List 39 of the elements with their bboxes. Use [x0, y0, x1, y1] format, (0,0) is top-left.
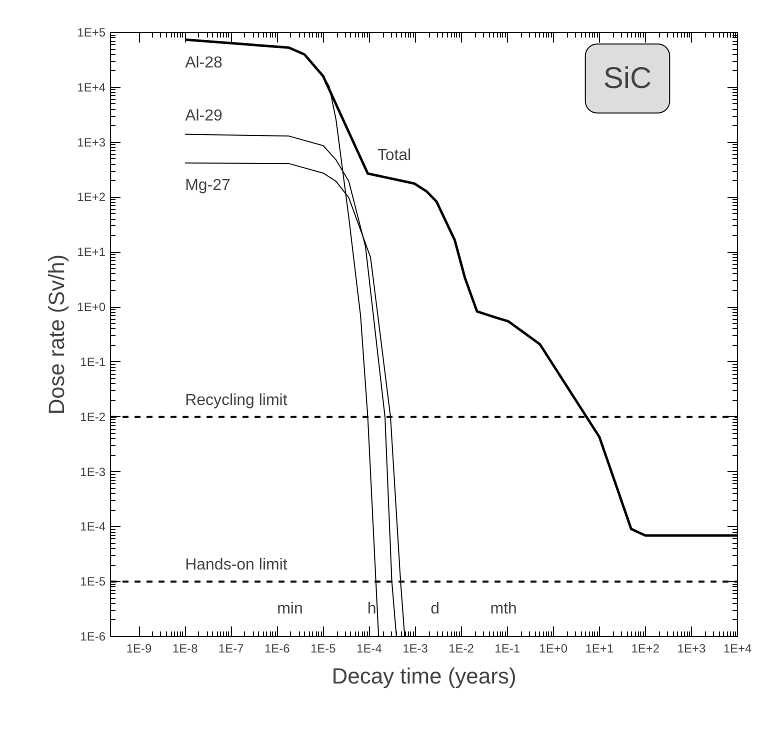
y-tick-label: 1E-1: [80, 354, 106, 369]
series-label: Mg-27: [185, 176, 231, 194]
y-tick-label: 1E-5: [80, 574, 106, 589]
x-tick-label: 1E+2: [631, 642, 660, 656]
x-tick-label: 1E+4: [723, 642, 752, 656]
y-tick-label: 1E-2: [80, 410, 106, 424]
annotation: SiC: [603, 62, 652, 95]
annotation: min: [277, 600, 303, 618]
legend-label: Al-28: [185, 54, 223, 72]
y-tick-label: 1E-4: [80, 520, 106, 534]
ref-line-label: Hands-on limit: [185, 556, 288, 574]
y-tick-label: 1E-6: [80, 630, 106, 644]
x-tick-label: 1E+0: [539, 642, 568, 656]
x-tick-label: 1E-2: [448, 642, 474, 656]
x-tick-label: 1E-8: [172, 642, 198, 656]
y-tick-label: 1E+4: [77, 80, 106, 94]
x-tick-label: 1E+3: [677, 642, 706, 656]
annotation: h: [367, 600, 376, 618]
y-axis-title: Dose rate (Sv/h): [44, 254, 70, 415]
y-tick-label: 1E+3: [77, 135, 106, 150]
series-label: Total: [377, 147, 412, 164]
x-axis-title: Decay time (years): [332, 664, 516, 688]
x-tick-label: 1E+1: [585, 642, 614, 656]
y-tick-label: 1E+0: [77, 300, 106, 314]
ref-line-label: Recycling limit: [185, 392, 288, 409]
x-tick-label: 1E-1: [494, 642, 520, 656]
annotation: d: [430, 600, 440, 618]
x-tick-label: 1E-9: [126, 642, 152, 656]
annotation: mth: [490, 600, 517, 618]
series-label: Al-29: [185, 108, 223, 125]
x-tick-label: 1E-3: [402, 642, 428, 656]
y-tick-label: 1E+5: [77, 26, 106, 40]
y-tick-label: 1E+1: [77, 245, 106, 260]
y-tick-label: 1E-3: [80, 464, 106, 479]
y-tick-label: 1E+2: [77, 190, 106, 204]
x-tick-label: 1E-5: [310, 642, 336, 656]
x-tick-label: 1E-6: [264, 642, 290, 656]
x-tick-label: 1E-4: [356, 642, 382, 656]
x-tick-label: 1E-7: [218, 642, 244, 656]
